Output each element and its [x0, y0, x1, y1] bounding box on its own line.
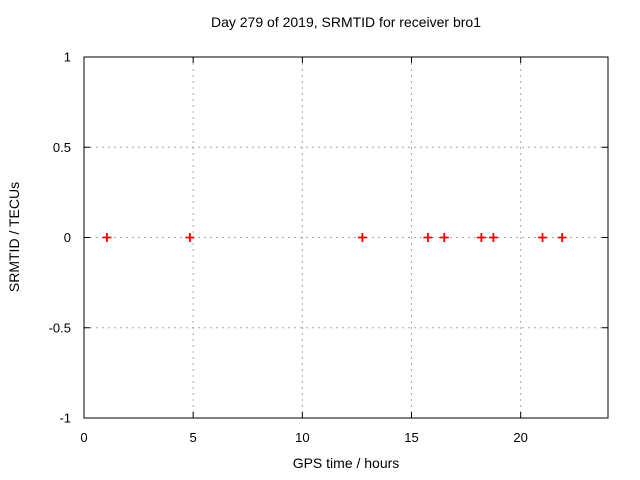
x-tick-label: 20: [513, 430, 527, 445]
data-point-marker: [557, 233, 567, 242]
data-point-marker: [423, 233, 433, 242]
x-axis-title: GPS time / hours: [292, 455, 400, 471]
y-tick-label: -1: [59, 411, 71, 426]
data-point-marker: [488, 233, 498, 242]
y-axis-title: SRMTID / TECUs: [6, 181, 22, 293]
chart-title: Day 279 of 2019, SRMTID for receiver bro…: [210, 14, 481, 30]
x-tick-label: 5: [190, 430, 197, 445]
data-point-marker: [538, 233, 547, 242]
data-point-marker: [102, 233, 112, 242]
data-point-marker: [357, 233, 367, 242]
plot-border: [83, 56, 609, 419]
data-point-marker: [439, 233, 449, 242]
data-point-marker: [185, 233, 195, 242]
y-tick-label: 0: [64, 230, 71, 245]
x-tick-label: 15: [404, 430, 418, 445]
x-tick-label: 0: [80, 430, 87, 445]
y-tick-label: 0.5: [53, 140, 71, 155]
y-tick-label: -0.5: [49, 320, 71, 335]
data-point-marker: [476, 233, 486, 242]
x-tick-label: 10: [295, 430, 309, 445]
y-tick-label: 1: [64, 50, 71, 65]
